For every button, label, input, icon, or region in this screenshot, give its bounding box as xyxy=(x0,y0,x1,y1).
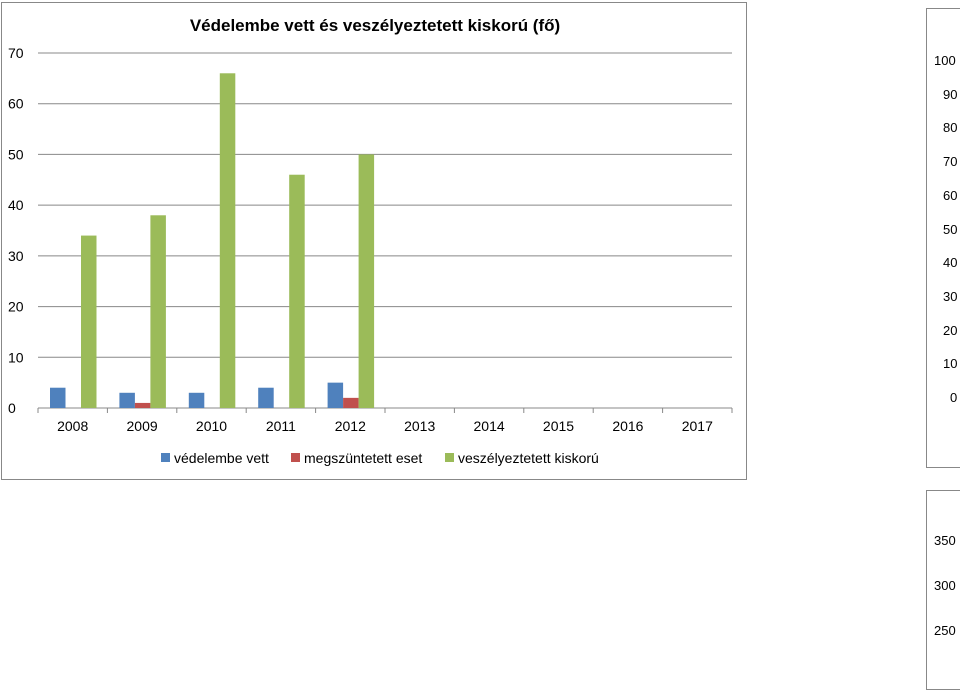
chart-title: Védelembe vett és veszélyeztetett kiskor… xyxy=(190,16,560,35)
y-tick-label: 50 xyxy=(8,146,24,162)
side-bottom-tick-label: 350 xyxy=(934,533,956,548)
x-tick-label: 2016 xyxy=(612,418,643,434)
bar-veszélyeztetett-kiskorú-2012 xyxy=(358,154,375,408)
side-top-tick-label: 10 xyxy=(943,356,958,372)
side-top-tick-label: 70 xyxy=(943,154,958,170)
y-tick-label: 70 xyxy=(8,45,24,61)
side-top-tick-label: 40 xyxy=(943,255,958,271)
y-tick-label: 10 xyxy=(8,349,24,365)
side-top-tick-label: 80 xyxy=(943,120,958,136)
bar-védelembe-vett-2008 xyxy=(50,387,66,408)
y-tick-label: 40 xyxy=(8,197,24,213)
bar-veszélyeztetett-kiskorú-2010 xyxy=(219,73,236,409)
bar-védelembe-vett-2011 xyxy=(258,387,274,408)
legend-label: veszélyeztetett kiskorú xyxy=(458,450,599,466)
side-top-tick-label: 100 xyxy=(934,53,956,68)
side-top-tick-label: 50 xyxy=(943,221,958,237)
legend-swatch xyxy=(291,453,300,462)
legend-label: védelembe vett xyxy=(174,450,269,466)
x-tick-label: 2014 xyxy=(474,418,505,434)
legend-swatch xyxy=(445,453,454,462)
bar-megszüntetett-eset-2009 xyxy=(134,402,151,408)
legend-label: megszüntetett eset xyxy=(304,450,422,466)
y-tick-label: 20 xyxy=(8,299,24,315)
side-top-tick-label: 0 xyxy=(950,390,958,405)
legend-swatch xyxy=(161,453,170,462)
x-tick-label: 2009 xyxy=(127,418,158,434)
bar-védelembe-vett-2010 xyxy=(188,392,205,408)
bar-megszüntetett-eset-2012 xyxy=(343,397,359,408)
x-tick-label: 2011 xyxy=(266,418,296,434)
bar-veszélyeztetett-kiskorú-2011 xyxy=(289,174,305,408)
x-tick-label: 2008 xyxy=(57,418,88,434)
bar-védelembe-vett-2012 xyxy=(327,382,344,408)
x-tick-label: 2015 xyxy=(543,418,574,434)
main-chart: Védelembe vett és veszélyeztetett kiskor… xyxy=(8,16,733,466)
side-bottom-tick-label: 300 xyxy=(934,578,956,593)
side-top-tick-label: 60 xyxy=(943,187,958,203)
x-tick-label: 2017 xyxy=(682,418,713,434)
x-tick-label: 2010 xyxy=(196,418,227,434)
bar-védelembe-vett-2009 xyxy=(119,392,135,408)
side-top-tick-label: 90 xyxy=(943,86,958,102)
side-top-tick-label: 20 xyxy=(943,322,958,338)
y-tick-label: 60 xyxy=(8,96,24,112)
side-bottom-tick-label: 250 xyxy=(934,623,956,638)
side-top-tick-label: 30 xyxy=(943,288,958,304)
y-tick-label: 0 xyxy=(8,400,16,416)
side-chart-top-frame xyxy=(926,8,960,468)
x-tick-label: 2012 xyxy=(335,418,366,434)
bar-veszélyeztetett-kiskorú-2008 xyxy=(81,235,97,408)
y-tick-label: 30 xyxy=(8,248,24,264)
x-tick-label: 2013 xyxy=(404,418,435,434)
bar-veszélyeztetett-kiskorú-2009 xyxy=(150,215,166,408)
